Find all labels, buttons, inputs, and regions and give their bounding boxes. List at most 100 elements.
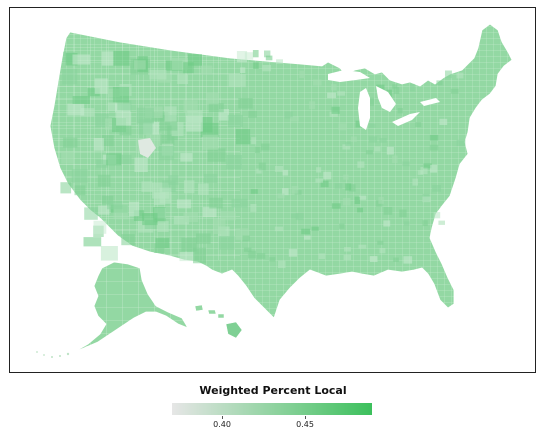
county-shade xyxy=(116,111,132,126)
county-shade xyxy=(183,213,199,223)
county-shade xyxy=(274,165,284,172)
county-shade xyxy=(338,123,347,131)
county-shade xyxy=(374,146,381,152)
county-shade xyxy=(72,96,90,104)
county-shade xyxy=(299,70,305,78)
county-shade xyxy=(377,240,384,245)
county-shade xyxy=(227,114,243,127)
county-shade xyxy=(112,86,130,103)
county-shade xyxy=(318,253,326,260)
county-shade xyxy=(247,250,256,259)
county-shade xyxy=(159,146,175,161)
county-shade xyxy=(313,79,322,86)
legend-tick-label: 0.45 xyxy=(296,420,314,429)
legend-tick-label: 0.40 xyxy=(213,420,231,429)
county-shade xyxy=(176,199,192,209)
county-shade xyxy=(101,135,114,147)
county-shade xyxy=(422,220,428,227)
county-shade xyxy=(98,205,110,215)
county-shade xyxy=(101,51,114,66)
county-shade xyxy=(193,247,207,264)
county-shade xyxy=(276,59,283,64)
county-shade xyxy=(323,171,332,180)
county-shade xyxy=(438,220,445,225)
county-shade xyxy=(383,207,393,215)
county-shade xyxy=(334,183,343,189)
county-shade xyxy=(250,189,258,194)
county-shade xyxy=(331,203,341,209)
county-shade xyxy=(290,116,299,122)
county-shade xyxy=(171,58,188,70)
legend-color-bar xyxy=(172,403,372,415)
county-shade xyxy=(168,175,179,185)
county-shade xyxy=(87,88,100,97)
county-shade xyxy=(386,89,392,97)
county-shade xyxy=(202,207,217,218)
county-shade xyxy=(456,72,464,79)
county-shade xyxy=(196,233,211,244)
county-shade xyxy=(301,228,310,235)
county-shade xyxy=(202,134,218,150)
county-shade xyxy=(274,226,284,232)
county-shade xyxy=(436,80,443,86)
legend-title: Weighted Percent Local xyxy=(199,384,347,397)
county-shade xyxy=(157,221,169,232)
county-shade xyxy=(409,83,415,92)
color-legend: Weighted Percent Local 0.40 0.45 xyxy=(100,376,446,429)
county-shade xyxy=(331,106,340,114)
county-shade xyxy=(282,169,289,176)
county-shade xyxy=(240,67,246,73)
county-shade xyxy=(342,198,351,206)
county-shade xyxy=(236,51,248,63)
county-shade xyxy=(262,64,272,72)
county-shade xyxy=(284,111,293,119)
county-shade xyxy=(393,87,400,95)
county-shade xyxy=(100,246,118,261)
county-shade xyxy=(264,50,271,58)
county-shade xyxy=(207,148,226,162)
county-shade xyxy=(235,228,250,240)
county-shade xyxy=(83,237,102,247)
county-shade xyxy=(219,109,229,121)
county-shade xyxy=(450,88,459,94)
county-shade xyxy=(393,257,399,262)
county-shade xyxy=(243,247,252,252)
county-shade xyxy=(74,185,86,196)
county-shade xyxy=(423,163,432,169)
county-shade xyxy=(105,118,116,130)
county-shade xyxy=(277,193,285,199)
county-shade xyxy=(149,69,167,80)
county-shade xyxy=(187,110,203,123)
county-shade xyxy=(61,151,75,164)
county-shade xyxy=(67,103,85,116)
county-shade xyxy=(339,223,345,229)
county-shade xyxy=(383,220,391,227)
county-shade xyxy=(358,195,367,200)
county-shade xyxy=(304,235,311,240)
lake-erie xyxy=(392,112,420,126)
county-shade xyxy=(171,122,184,137)
county-shade xyxy=(291,213,299,219)
county-shade xyxy=(63,137,78,148)
county-shade xyxy=(422,196,431,203)
county-shade xyxy=(218,236,235,250)
county-shade xyxy=(94,78,108,94)
county-shade xyxy=(354,196,361,204)
county-shade xyxy=(200,122,219,138)
county-shade xyxy=(84,207,98,220)
county-shade xyxy=(288,249,298,257)
county-shade xyxy=(439,118,448,125)
county-shade xyxy=(269,257,276,262)
county-shade xyxy=(183,100,198,113)
county-shade xyxy=(260,143,270,151)
county-shade xyxy=(345,141,352,146)
county-shade xyxy=(62,68,78,85)
county-choropleth-map[interactable] xyxy=(10,8,537,374)
county-shade xyxy=(420,167,428,175)
county-shade xyxy=(71,169,88,183)
county-shade xyxy=(350,136,357,142)
county-shade xyxy=(226,155,242,170)
county-shading-layer xyxy=(60,50,466,269)
county-shade xyxy=(345,183,352,191)
county-shade xyxy=(378,196,384,204)
